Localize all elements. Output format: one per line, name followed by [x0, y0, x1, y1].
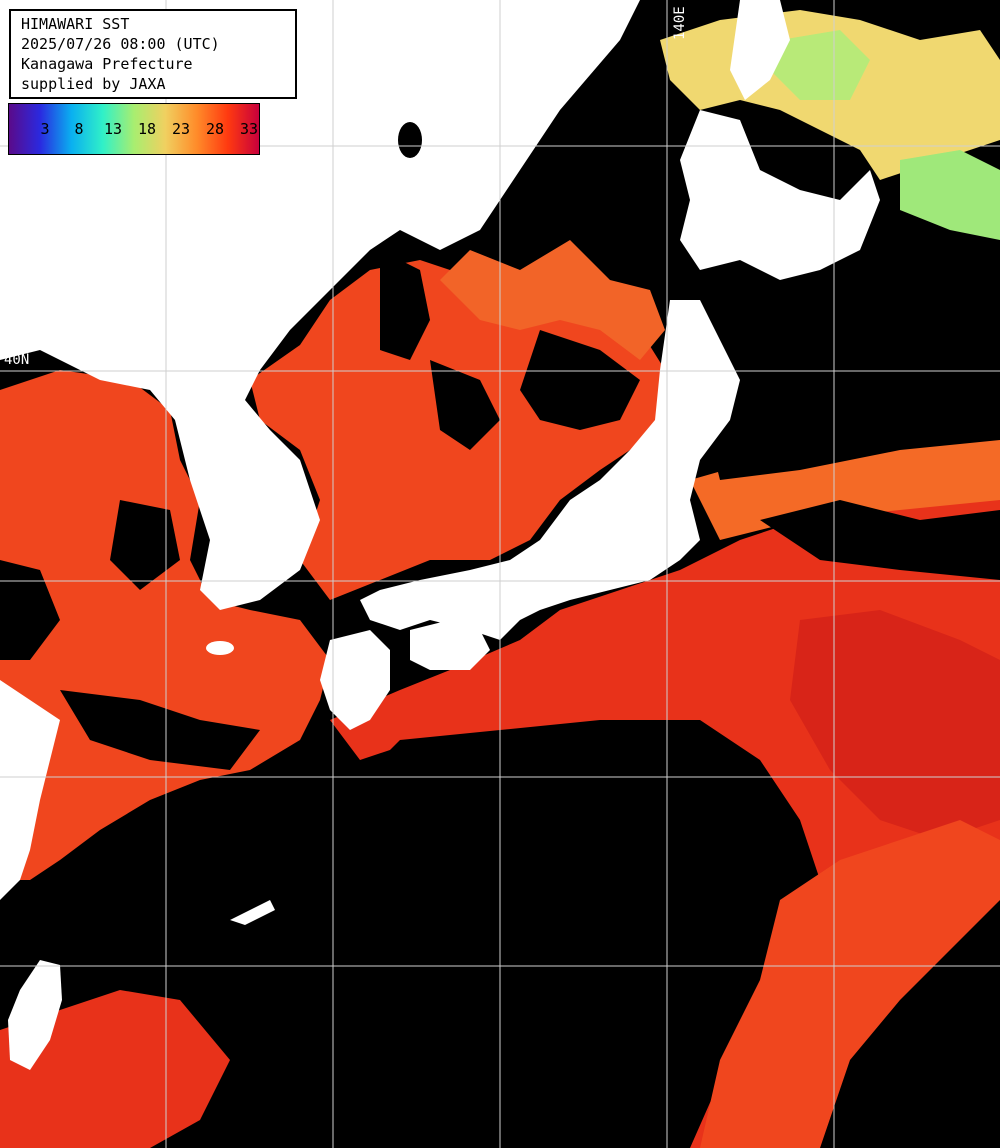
legend-tick: 13	[103, 120, 123, 138]
land-china-coast	[0, 680, 60, 900]
legend-tick: 3	[40, 120, 50, 138]
sst-pacific-core	[790, 610, 1000, 840]
cloud-mask	[0, 250, 1000, 770]
legend-color-bar	[9, 104, 259, 154]
land-sakhalin	[730, 0, 790, 100]
lon-label-140e: 140E	[672, 6, 688, 40]
sst-legend: 3 8 13 18 23 28 33	[8, 103, 260, 155]
nodata-blob	[398, 122, 422, 158]
map-credit: supplied by JAXA	[21, 75, 166, 93]
legend-tick: 33	[239, 120, 259, 138]
sst-southeast	[700, 820, 1000, 1148]
sst-okhotsk-mid	[770, 30, 870, 100]
info-box: HIMAWARI SST 2025/07/26 08:00 (UTC) Kana…	[9, 9, 297, 99]
legend-tick: 23	[171, 120, 191, 138]
sst-sea-of-japan-north	[440, 240, 665, 360]
sst-north-cold	[900, 150, 1000, 240]
land-shikoku	[410, 620, 490, 670]
sst-field	[0, 10, 1000, 1148]
legend-tick: 8	[74, 120, 84, 138]
lat-label-40n: 40N	[4, 352, 30, 368]
sst-kuroshio	[690, 420, 1000, 540]
legend-tick: 18	[137, 120, 157, 138]
map-title: HIMAWARI SST	[21, 15, 130, 33]
sst-yellow-sea	[0, 370, 330, 880]
land-hokkaido	[680, 110, 880, 280]
land-honshu	[360, 300, 740, 640]
legend-tick: 28	[205, 120, 225, 138]
map-datetime: 2025/07/26 08:00 (UTC)	[21, 35, 220, 53]
land-kyushu	[320, 630, 390, 730]
map-agency: Kanagawa Prefecture	[21, 55, 193, 73]
land-taiwan	[8, 960, 62, 1070]
sst-taiwan-strait	[0, 990, 230, 1148]
nodata-south-pacific	[300, 720, 820, 1148]
